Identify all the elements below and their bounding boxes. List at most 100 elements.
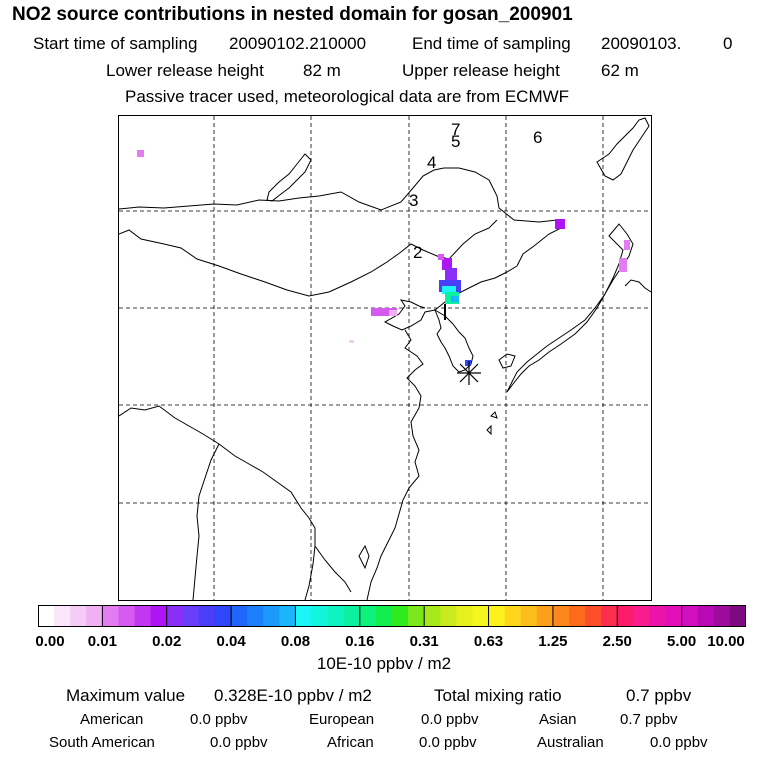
colorbar-cell	[520, 605, 538, 627]
colorbar-cell	[311, 605, 329, 627]
plot-title: NO2 source contributions in nested domai…	[12, 4, 573, 25]
upper-release-label: Upper release height	[402, 61, 560, 80]
colorbar-cell	[649, 605, 667, 627]
plume-cell	[389, 310, 397, 316]
colorbar-tick-label: 0.08	[280, 633, 311, 650]
colorbar-cell	[665, 605, 683, 627]
region-name: Asian	[539, 711, 577, 728]
region-name: South American	[49, 734, 155, 751]
colorbar-cell	[552, 605, 570, 627]
colorbar-tick-label: 2.50	[602, 633, 632, 650]
region-name: African	[327, 734, 374, 751]
colorbar-tick-label: 0.31	[409, 633, 439, 650]
colorbar-cell	[247, 605, 264, 627]
region-value: 0.0 ppbv	[650, 734, 708, 751]
max-value: 0.328E-10 ppbv / m2	[214, 686, 372, 705]
region-value: 0.0 ppbv	[421, 711, 479, 728]
upper-release-value: 62 m	[601, 61, 639, 80]
colorbar-tick-label: 5.00	[667, 633, 697, 650]
plume-cell	[624, 240, 630, 250]
colorbar-cell	[327, 605, 345, 627]
colorbar-cell	[681, 605, 699, 627]
interior-boundary	[192, 443, 220, 601]
colorbar-cell	[359, 605, 377, 627]
southwest-border	[118, 405, 316, 601]
trajectory-label-4: 4	[427, 153, 436, 172]
start-value: 20090102.210000	[229, 34, 367, 53]
end-label: End time of sampling	[412, 34, 571, 53]
colorbar-cell	[279, 605, 296, 627]
graticule	[119, 116, 651, 600]
colorbar-cell	[166, 605, 184, 627]
colorbar-cell	[472, 605, 490, 627]
trajectory-label-6: 6	[533, 128, 542, 147]
trajectory-label-2: 2	[413, 243, 422, 262]
colorbar-cell	[150, 605, 168, 627]
colorbar-cell	[102, 605, 119, 627]
colorbar-cell	[440, 605, 457, 627]
colorbar-cell	[295, 605, 313, 627]
plume-cell	[442, 258, 452, 270]
korean-peninsula	[433, 308, 474, 373]
colorbar-cell	[118, 605, 136, 627]
colorbar-cell	[215, 605, 232, 627]
colorbar-tick-label: 0.00	[35, 633, 65, 650]
small-islands	[486, 411, 498, 436]
end-value: 20090103.	[601, 34, 682, 53]
map-canvas: 2 3 4 5 6 7	[118, 116, 652, 601]
region-value: 0.0 ppbv	[210, 734, 268, 751]
colorbar-cell	[536, 605, 554, 627]
region-value: 0.0 ppbv	[190, 711, 248, 728]
colorbar-cell	[70, 605, 87, 627]
colorbar-cell	[375, 605, 393, 627]
colorbar-cell	[231, 605, 248, 627]
colorbar-cell	[488, 605, 506, 627]
colorbar-tick-label: 1.25	[538, 633, 568, 650]
colorbar	[38, 605, 746, 627]
colorbar-cell	[343, 605, 361, 627]
plume-cell	[442, 286, 456, 294]
plume-cell	[137, 150, 144, 157]
china-east-coast	[366, 299, 436, 601]
coast-south	[314, 545, 352, 593]
colorbar-cell	[198, 605, 216, 627]
concentration-plume	[137, 150, 630, 366]
plume-cell	[445, 268, 457, 282]
region-name: European	[309, 711, 375, 728]
colorbar-cell	[456, 605, 473, 627]
max-value-label: Maximum value	[66, 686, 186, 705]
sakhalin-island	[596, 117, 650, 181]
plume-cell	[438, 254, 444, 260]
colorbar-cell	[263, 605, 280, 627]
region-value: 0.7 ppbv	[620, 711, 678, 728]
receptor-star-icon	[457, 361, 481, 385]
coastlines	[118, 117, 652, 601]
colorbar-cell	[504, 605, 522, 627]
colorbar-cell	[182, 605, 200, 627]
lower-release-label: Lower release height	[106, 61, 264, 80]
start-label: Start time of sampling	[33, 34, 198, 53]
colorbar-cell	[633, 605, 650, 627]
map-panel: 2 3 4 5 6 7	[118, 115, 652, 601]
colorbar-tick-label: 0.04	[216, 633, 246, 650]
colorbar-cell	[601, 605, 618, 627]
colorbar-tick-label: 0.16	[345, 633, 375, 650]
colorbar-cell	[585, 605, 602, 627]
lower-release-value: 82 m	[303, 61, 341, 80]
plume-cell	[349, 340, 354, 343]
colorbar-cell	[729, 605, 746, 627]
colorbar-tick-label: 0.63	[473, 633, 504, 650]
total-mixing-value: 0.7 ppbv	[626, 686, 692, 705]
colorbar-cell	[424, 605, 441, 627]
taiwan-island	[358, 544, 370, 570]
mongolia-china-border	[118, 219, 498, 297]
plume-cell	[451, 296, 459, 302]
tracer-note: Passive tracer used, meteorological data…	[125, 87, 570, 106]
trajectory-label-7: 7	[451, 120, 460, 139]
plume-cell	[371, 308, 397, 316]
colorbar-tick-label: 0.01	[87, 633, 117, 650]
lake-baikal	[266, 153, 312, 202]
end-tail: 0	[723, 34, 733, 53]
colorbar-cell	[86, 605, 103, 627]
colorbar-cell	[134, 605, 152, 627]
